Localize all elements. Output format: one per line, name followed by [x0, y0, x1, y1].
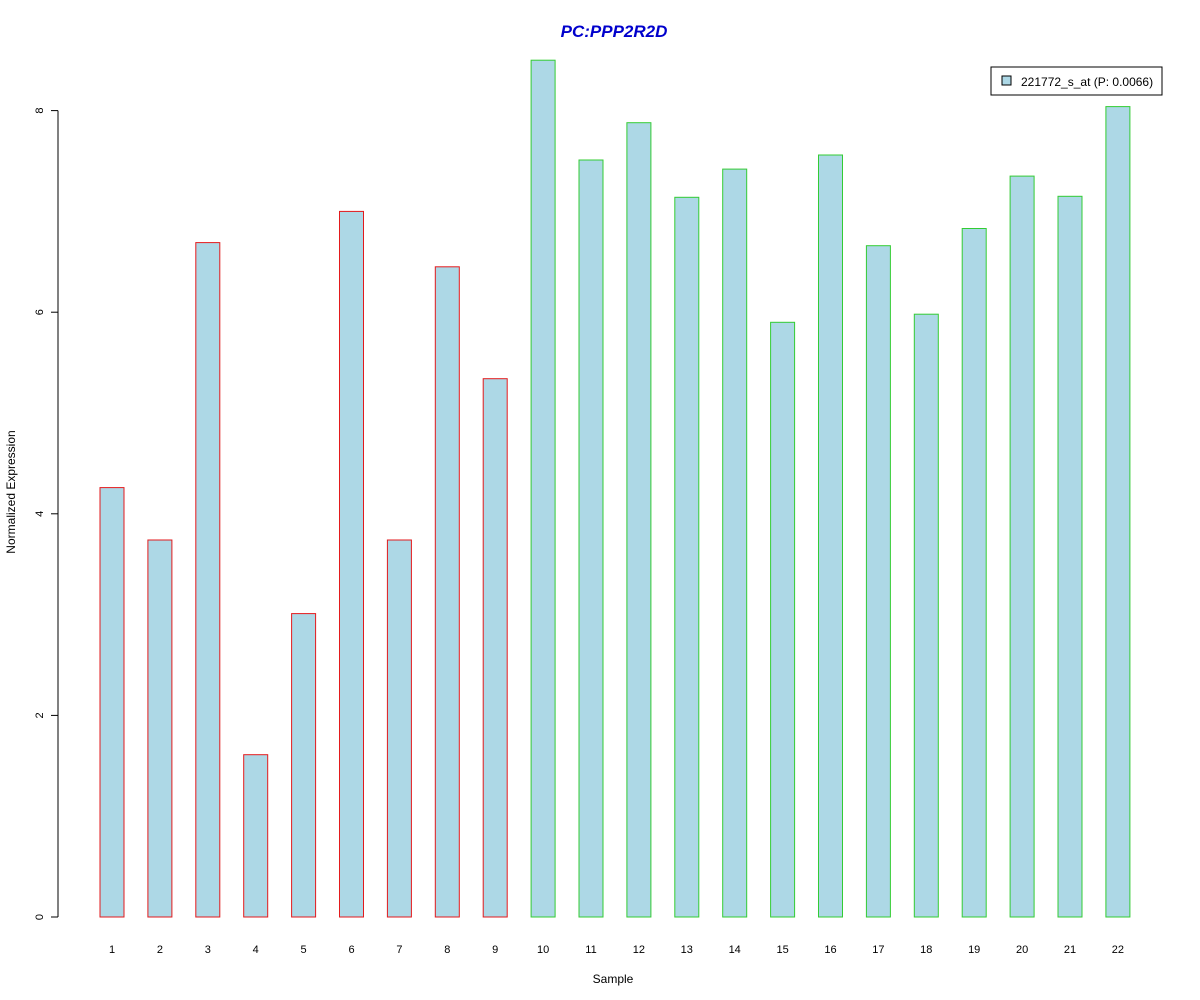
legend: 221772_s_at (P: 0.0066)	[990, 66, 1163, 96]
x-tick-label: 19	[968, 944, 980, 956]
bar-sample-5	[291, 613, 317, 918]
bar-sample-3	[195, 242, 221, 918]
x-tick-label: 11	[585, 944, 596, 956]
bar-sample-19	[961, 228, 987, 918]
bar-sample-11	[578, 159, 604, 918]
x-tick-label: 10	[537, 944, 549, 956]
bar-sample-6	[339, 210, 364, 918]
x-tick-labels: 1 2 3 4 5 6 7 8 9 10 11 12 13 14 15 16 17 18 19 20 21 22	[109, 944, 1124, 956]
chart-title: PC:PPP2R2D	[561, 22, 668, 41]
bar-sample-18	[913, 313, 939, 918]
bar-sample-20	[1009, 175, 1035, 918]
x-tick-label: 9	[492, 944, 498, 956]
bar-sample-13	[674, 196, 700, 918]
x-tick-label: 5	[301, 944, 307, 956]
legend-box	[990, 66, 1163, 96]
y-tick-label: 4	[34, 511, 46, 517]
x-tick-label: 14	[729, 944, 741, 956]
bar-sample-4	[243, 754, 269, 918]
bar-sample-8	[434, 266, 460, 918]
x-tick-label: 20	[1016, 944, 1028, 956]
x-tick-label: 8	[444, 944, 450, 956]
x-axis-label: Sample	[593, 972, 634, 986]
y-axis: 0 2 4 6 8	[34, 108, 59, 920]
x-tick-label: 4	[253, 944, 259, 956]
bar-sample-22	[1105, 106, 1131, 918]
x-tick-label: 2	[157, 944, 163, 956]
bar-sample-12	[626, 122, 652, 918]
x-tick-label: 16	[824, 944, 836, 956]
x-tick-label: 13	[681, 944, 693, 956]
bar-sample-14	[722, 168, 748, 918]
legend-swatch	[1001, 75, 1012, 86]
bar-sample-9	[482, 378, 508, 918]
bar-sample-21	[1057, 195, 1083, 918]
y-tick-label: 0	[34, 914, 46, 920]
x-tick-label: 17	[872, 944, 884, 956]
bar-sample-1	[99, 487, 125, 918]
bars-group	[99, 59, 1131, 918]
x-tick-label: 7	[396, 944, 402, 956]
x-tick-label: 22	[1112, 944, 1124, 956]
legend-label: 221772_s_at (P: 0.0066)	[1021, 75, 1153, 89]
y-tick-label: 2	[34, 712, 46, 718]
bar-sample-17	[865, 245, 891, 918]
bar-sample-10	[530, 59, 556, 918]
x-tick-label: 6	[348, 944, 354, 956]
x-tick-label: 3	[205, 944, 211, 956]
y-tick-label: 8	[34, 108, 46, 114]
x-tick-label: 12	[633, 944, 645, 956]
bar-sample-7	[386, 539, 412, 918]
y-tick-label: 6	[34, 309, 46, 315]
bar-sample-16	[818, 154, 843, 918]
y-axis-label: Normalized Expression	[4, 430, 18, 553]
x-tick-label: 15	[776, 944, 788, 956]
bar-sample-15	[770, 321, 796, 918]
x-tick-label: 21	[1064, 944, 1076, 956]
x-tick-label: 18	[920, 944, 932, 956]
bar-sample-2	[147, 539, 173, 918]
x-tick-label: 1	[109, 944, 115, 956]
